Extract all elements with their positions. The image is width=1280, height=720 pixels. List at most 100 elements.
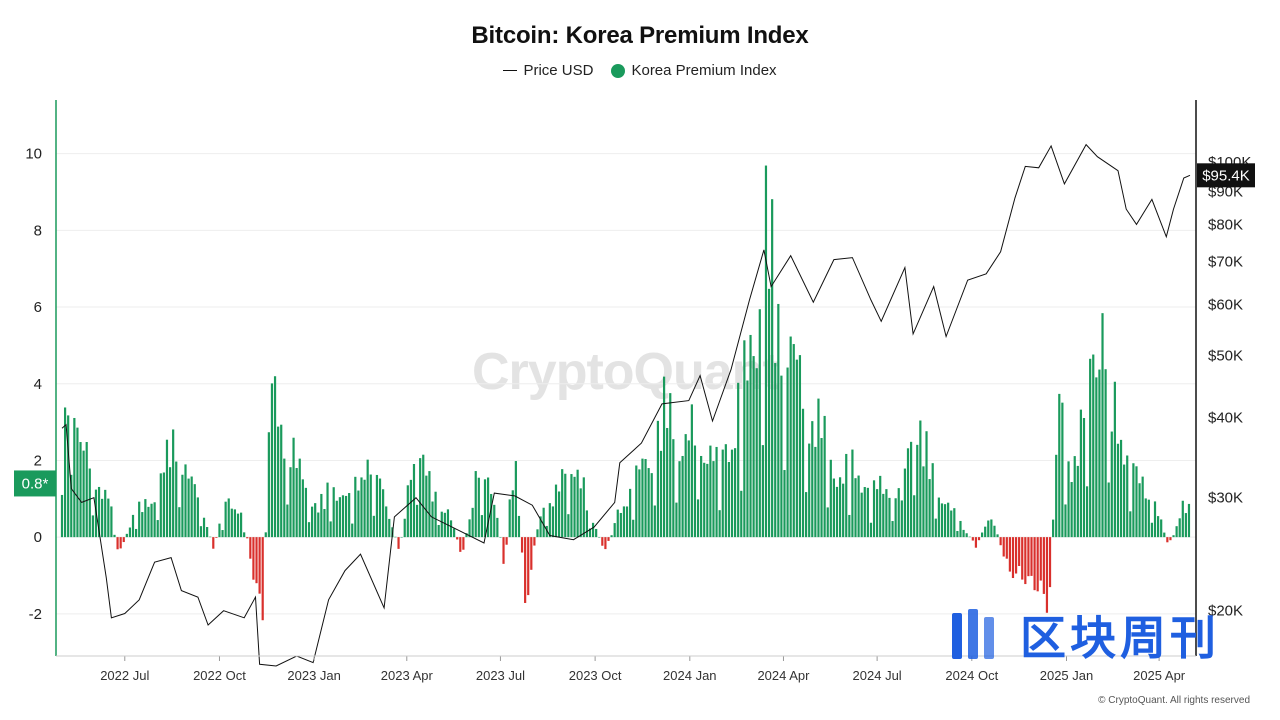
premium-bar (1160, 519, 1163, 538)
premium-bar (638, 469, 641, 538)
x-tick-label: 2023 Apr (381, 668, 434, 683)
premium-bar (798, 355, 802, 538)
x-tick-label: 2024 Oct (945, 668, 998, 683)
premium-bar (1039, 537, 1042, 581)
premium-bar (554, 484, 558, 538)
axes (55, 100, 1197, 661)
brand-text: 区块周刊 (1020, 611, 1220, 665)
premium-bar (184, 464, 187, 538)
premium-bar (619, 512, 622, 538)
premium-bar (1018, 537, 1021, 566)
premium-bar (1061, 402, 1064, 538)
premium-bar (814, 446, 817, 538)
premium-bar (771, 199, 774, 538)
premium-bar (159, 473, 162, 538)
premium-bar (206, 527, 209, 538)
premium-bar (122, 537, 125, 543)
premium-bar (1064, 504, 1067, 538)
left-tick-label: 10 (25, 146, 42, 163)
right-tick-label: $50K (1208, 347, 1243, 364)
premium-bar (826, 507, 829, 538)
premium-bar (588, 528, 592, 538)
premium-bar (1089, 358, 1092, 538)
premium-bar (79, 442, 82, 538)
premium-bar (869, 522, 873, 538)
premium-bar (866, 487, 869, 538)
premium-bar (239, 512, 243, 538)
premium-bar (508, 499, 511, 538)
premium-bar (876, 489, 879, 538)
premium-bar (520, 537, 524, 553)
legend-item-premium[interactable]: Korea Premium Index (611, 62, 777, 79)
premium-bar (218, 523, 221, 538)
premium-bar (712, 461, 715, 538)
premium-bar (863, 487, 866, 538)
premium-bar (511, 490, 514, 538)
premium-bar (1187, 503, 1191, 538)
premium-bar (1172, 535, 1175, 538)
premium-bar (604, 537, 607, 550)
legend-line-swatch (503, 69, 518, 72)
premium-bar (113, 534, 116, 538)
premium-bar (230, 508, 233, 538)
premium-bar (477, 477, 480, 538)
premium-bar (894, 498, 897, 538)
premium-bar (400, 537, 403, 538)
premium-bar (459, 537, 462, 552)
premium-bar (848, 514, 851, 538)
premium-bar (981, 532, 984, 538)
premium-bar (650, 473, 653, 538)
premium-bar (758, 309, 761, 538)
premium-bar (774, 363, 777, 538)
premium-bar (187, 478, 190, 538)
premium-bar (338, 497, 341, 538)
price-path (61, 143, 1191, 667)
left-tick-label: 2 (34, 452, 42, 469)
premium-bar (419, 458, 422, 538)
premium-bar (486, 477, 490, 538)
premium-bar (1138, 483, 1141, 538)
premium-bar (561, 469, 564, 538)
premium-bar (764, 165, 768, 538)
premium-bar (576, 469, 579, 538)
premium-bar (644, 459, 647, 538)
premium-bar (551, 506, 555, 538)
premium-bar (490, 493, 493, 538)
premium-bar (351, 523, 354, 538)
premium-bar (842, 483, 845, 538)
premium-bar (270, 383, 274, 538)
premium-bar (740, 490, 743, 538)
premium-bar (394, 536, 397, 538)
premium-bar (165, 439, 169, 538)
premium-bar (885, 489, 888, 538)
premium-bar (307, 522, 311, 538)
legend-item-price[interactable]: Price USD (503, 62, 593, 79)
premium-bar (709, 445, 712, 538)
premium-bar (690, 404, 693, 538)
premium-bar (1055, 454, 1058, 538)
x-tick-label: 2023 Oct (569, 668, 622, 683)
premium-bar (659, 450, 663, 538)
premium-bar (591, 522, 595, 538)
premium-bar (144, 499, 147, 538)
premium-bar (1150, 522, 1154, 538)
premium-bar (147, 506, 150, 538)
premium-bar (1135, 466, 1138, 538)
premium-bar (385, 506, 388, 538)
premium-bar (786, 367, 789, 538)
premium-bar (792, 344, 795, 538)
premium-bar (446, 509, 450, 538)
premium-bar (832, 478, 835, 538)
premium-bar (76, 427, 79, 538)
premium-bar (329, 521, 332, 538)
premium-bar (903, 468, 907, 538)
premium-bar (172, 429, 175, 538)
premium-bar (314, 503, 317, 538)
premium-bar (601, 537, 604, 546)
premium-bar (622, 506, 626, 538)
premium-bar (1107, 482, 1110, 538)
premium-bar (462, 537, 465, 550)
premium-bar (922, 466, 925, 538)
premium-bar (168, 467, 172, 538)
premium-bar (310, 506, 314, 538)
